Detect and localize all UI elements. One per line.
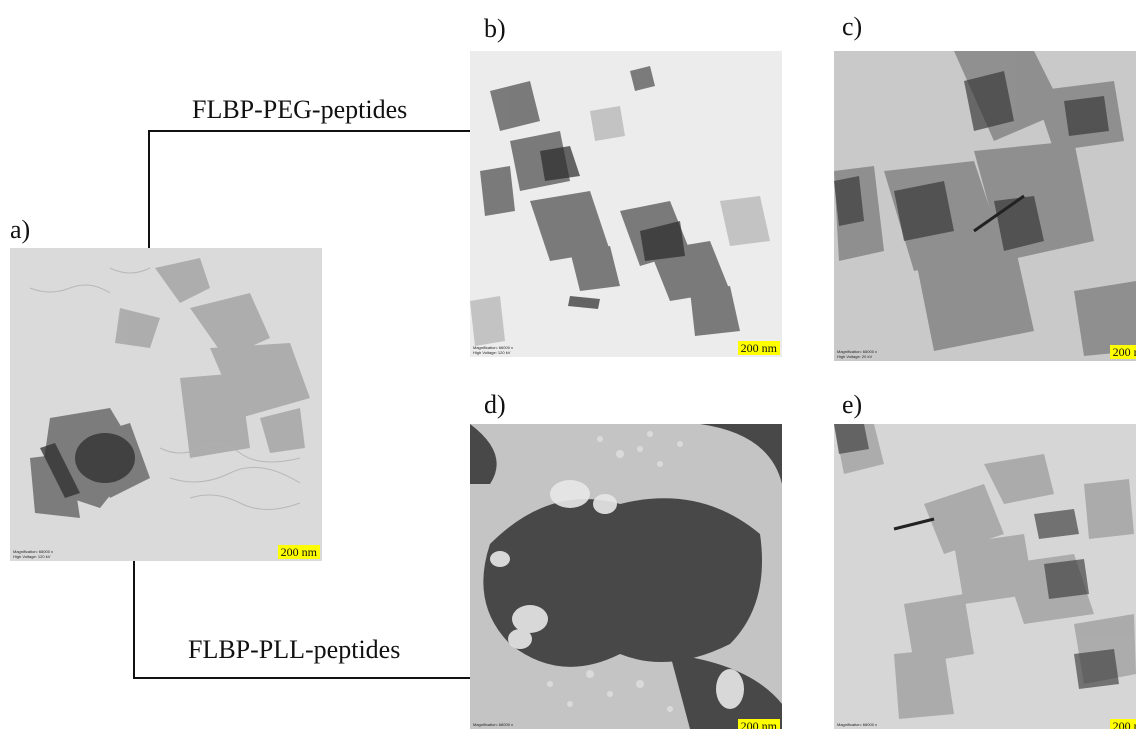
meta-b-line2: High Voltage: 120 kV	[473, 350, 511, 355]
meta-a-line1: Magnification: 66000 x	[13, 549, 54, 554]
meta-e-line1: Magnification: 66000 x	[837, 722, 878, 727]
meta-d: Magnification: 66000 x	[473, 722, 513, 727]
panel-label-d: d)	[484, 390, 506, 419]
tem-image-a: Magnification: 66000 x High Voltage: 120…	[10, 248, 322, 561]
branch-label-pll: FLBP-PLL-peptides	[188, 635, 401, 664]
scale-bar-c: 200 nm	[1109, 345, 1136, 359]
tem-texture-a	[10, 248, 322, 561]
scale-bar-a: 200 nm	[277, 545, 320, 559]
branch-label-peg: FLBP-PEG-peptides	[192, 95, 408, 124]
panel-label-e: e)	[842, 390, 863, 419]
meta-e: Magnification: 66000 x	[837, 722, 877, 727]
meta-b-line1: Magnification: 66000 x	[473, 345, 514, 350]
tem-image-b: Magnification: 66000 x High Voltage: 120…	[470, 51, 782, 357]
scale-bar-b: 200 nm	[737, 341, 780, 355]
tem-texture-d	[470, 424, 782, 729]
panel-label-c: c)	[842, 12, 863, 41]
tem-image-e: Magnification: 66000 x 200 nm	[834, 424, 1136, 729]
connector-bottom-horizontal	[133, 677, 470, 679]
tem-texture-b	[470, 51, 782, 357]
meta-a-line2: High Voltage: 120 kV	[13, 554, 51, 559]
connector-top-vertical	[148, 130, 150, 248]
tem-image-c: Magnification: 66000 x High Voltage: 20 …	[834, 51, 1136, 361]
connector-bottom-vertical	[133, 561, 135, 679]
tem-texture-e	[834, 424, 1136, 729]
tem-texture-c	[834, 51, 1136, 361]
meta-c-line1: Magnification: 66000 x	[837, 349, 878, 354]
meta-a: Magnification: 66000 x High Voltage: 120…	[13, 549, 53, 559]
scale-bar-e: 200 nm	[1109, 719, 1136, 729]
tem-image-d: Magnification: 66000 x 200 nm	[470, 424, 782, 729]
meta-c-line2: High Voltage: 20 kV	[837, 354, 873, 359]
connector-top-horizontal	[148, 130, 470, 132]
panel-label-a: a)	[10, 215, 31, 244]
panel-label-b: b)	[484, 14, 506, 43]
meta-c: Magnification: 66000 x High Voltage: 20 …	[837, 349, 877, 359]
meta-d-line1: Magnification: 66000 x	[473, 722, 514, 727]
meta-b: Magnification: 66000 x High Voltage: 120…	[473, 345, 513, 355]
scale-bar-d: 200 nm	[737, 719, 780, 729]
